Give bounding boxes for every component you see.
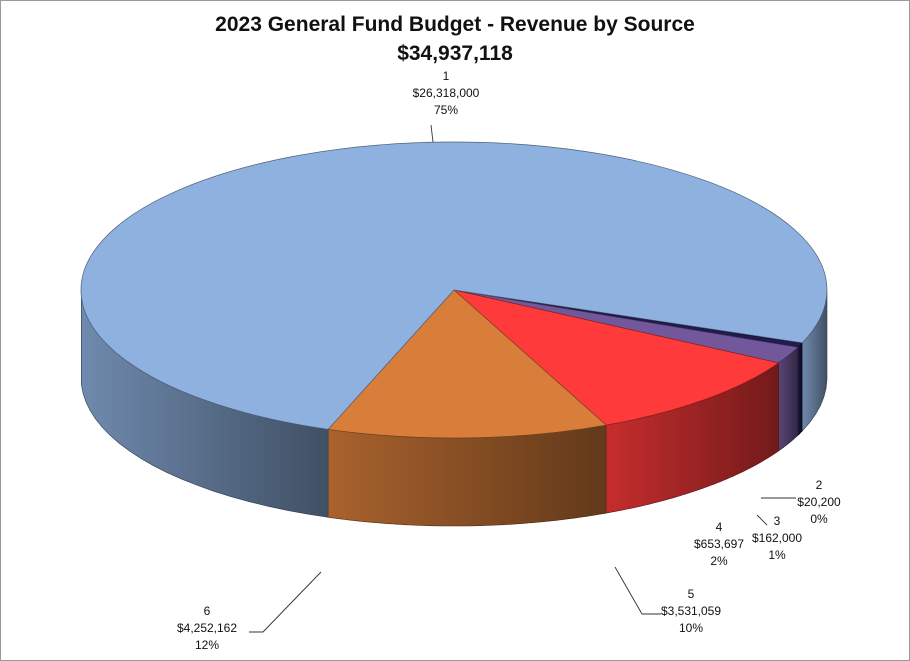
chart-title: 2023 General Fund Budget - Revenue by So… bbox=[215, 13, 695, 36]
leader-line-1 bbox=[430, 124, 434, 143]
slice-top-5 bbox=[453, 289, 780, 426]
label-percent: 75% bbox=[434, 103, 458, 117]
leader-line-3 bbox=[756, 514, 768, 526]
label-percent: 2% bbox=[710, 554, 728, 568]
label-category: 6 bbox=[204, 604, 211, 618]
label-percent: 1% bbox=[768, 548, 786, 562]
label-percent: 12% bbox=[195, 638, 219, 652]
label-value: $653,697 bbox=[694, 537, 744, 551]
leader-lines bbox=[249, 124, 796, 633]
label-category: 2 bbox=[816, 478, 823, 492]
label-value: $20,200 bbox=[797, 495, 841, 509]
slice-top-1 bbox=[80, 141, 828, 430]
slice-top-6 bbox=[327, 289, 607, 439]
label-percent: 10% bbox=[679, 621, 703, 635]
slice-side-6 bbox=[327, 424, 607, 527]
label-category: 4 bbox=[716, 520, 723, 534]
data-label-1: 1 $26,318,000 75% bbox=[413, 69, 480, 117]
label-value: $162,000 bbox=[752, 531, 802, 545]
data-label-3: 3 $162,000 1% bbox=[752, 514, 802, 562]
slice-side-4 bbox=[778, 346, 799, 452]
label-percent: 0% bbox=[810, 512, 828, 526]
label-category: 1 bbox=[443, 69, 450, 83]
label-value: $26,318,000 bbox=[413, 86, 480, 100]
data-label-2: 2 $20,200 0% bbox=[797, 478, 841, 526]
label-category: 3 bbox=[774, 514, 781, 528]
data-label-4: 4 $653,697 2% bbox=[694, 520, 744, 568]
data-label-6: 6 $4,252,162 12% bbox=[177, 604, 237, 652]
label-value: $3,531,059 bbox=[661, 604, 721, 618]
data-label-5: 5 $3,531,059 10% bbox=[661, 587, 721, 635]
label-category: 5 bbox=[688, 587, 695, 601]
leader-line-6 bbox=[249, 571, 322, 633]
chart-subtitle: $34,937,118 bbox=[397, 42, 513, 65]
data-labels: 1 $26,318,000 75% 2 $20,200 0% 3 $162,000 1% 4 $65… bbox=[177, 69, 841, 652]
leader-line-5 bbox=[614, 566, 661, 615]
slice-side-3 bbox=[797, 343, 803, 437]
label-value: $4,252,162 bbox=[177, 621, 237, 635]
pie-tops bbox=[80, 141, 828, 439]
